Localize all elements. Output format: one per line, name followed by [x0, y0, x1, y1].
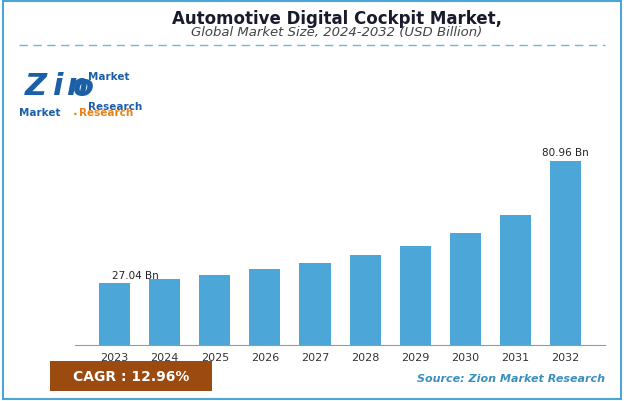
Bar — [349, 256, 381, 345]
Bar — [199, 275, 230, 345]
Bar — [149, 279, 180, 345]
Text: Market: Market — [19, 108, 61, 118]
Bar — [400, 246, 431, 345]
Text: o: o — [72, 73, 94, 102]
Text: i: i — [52, 72, 63, 101]
Bar — [450, 234, 481, 345]
Text: Global Market Size, 2024-2032 (USD Billion): Global Market Size, 2024-2032 (USD Billi… — [192, 26, 482, 39]
Text: Z: Z — [24, 72, 46, 101]
Text: Automotive Digital Cockpit Market,: Automotive Digital Cockpit Market, — [172, 10, 502, 28]
Text: CAGR : 12.96%: CAGR : 12.96% — [73, 369, 189, 383]
Text: .: . — [72, 105, 77, 118]
Text: Market: Market — [89, 72, 130, 82]
Bar — [250, 269, 280, 345]
Text: 27.04 Bn: 27.04 Bn — [112, 270, 158, 280]
Bar — [500, 216, 531, 345]
Bar — [300, 263, 331, 345]
Text: Research: Research — [89, 102, 143, 112]
Bar — [550, 161, 581, 345]
Text: Source: Zion Market Research: Source: Zion Market Research — [417, 373, 605, 383]
Text: n: n — [66, 72, 87, 101]
Text: Research: Research — [79, 108, 134, 118]
Bar — [99, 284, 130, 345]
Text: 80.96 Bn: 80.96 Bn — [542, 148, 589, 158]
